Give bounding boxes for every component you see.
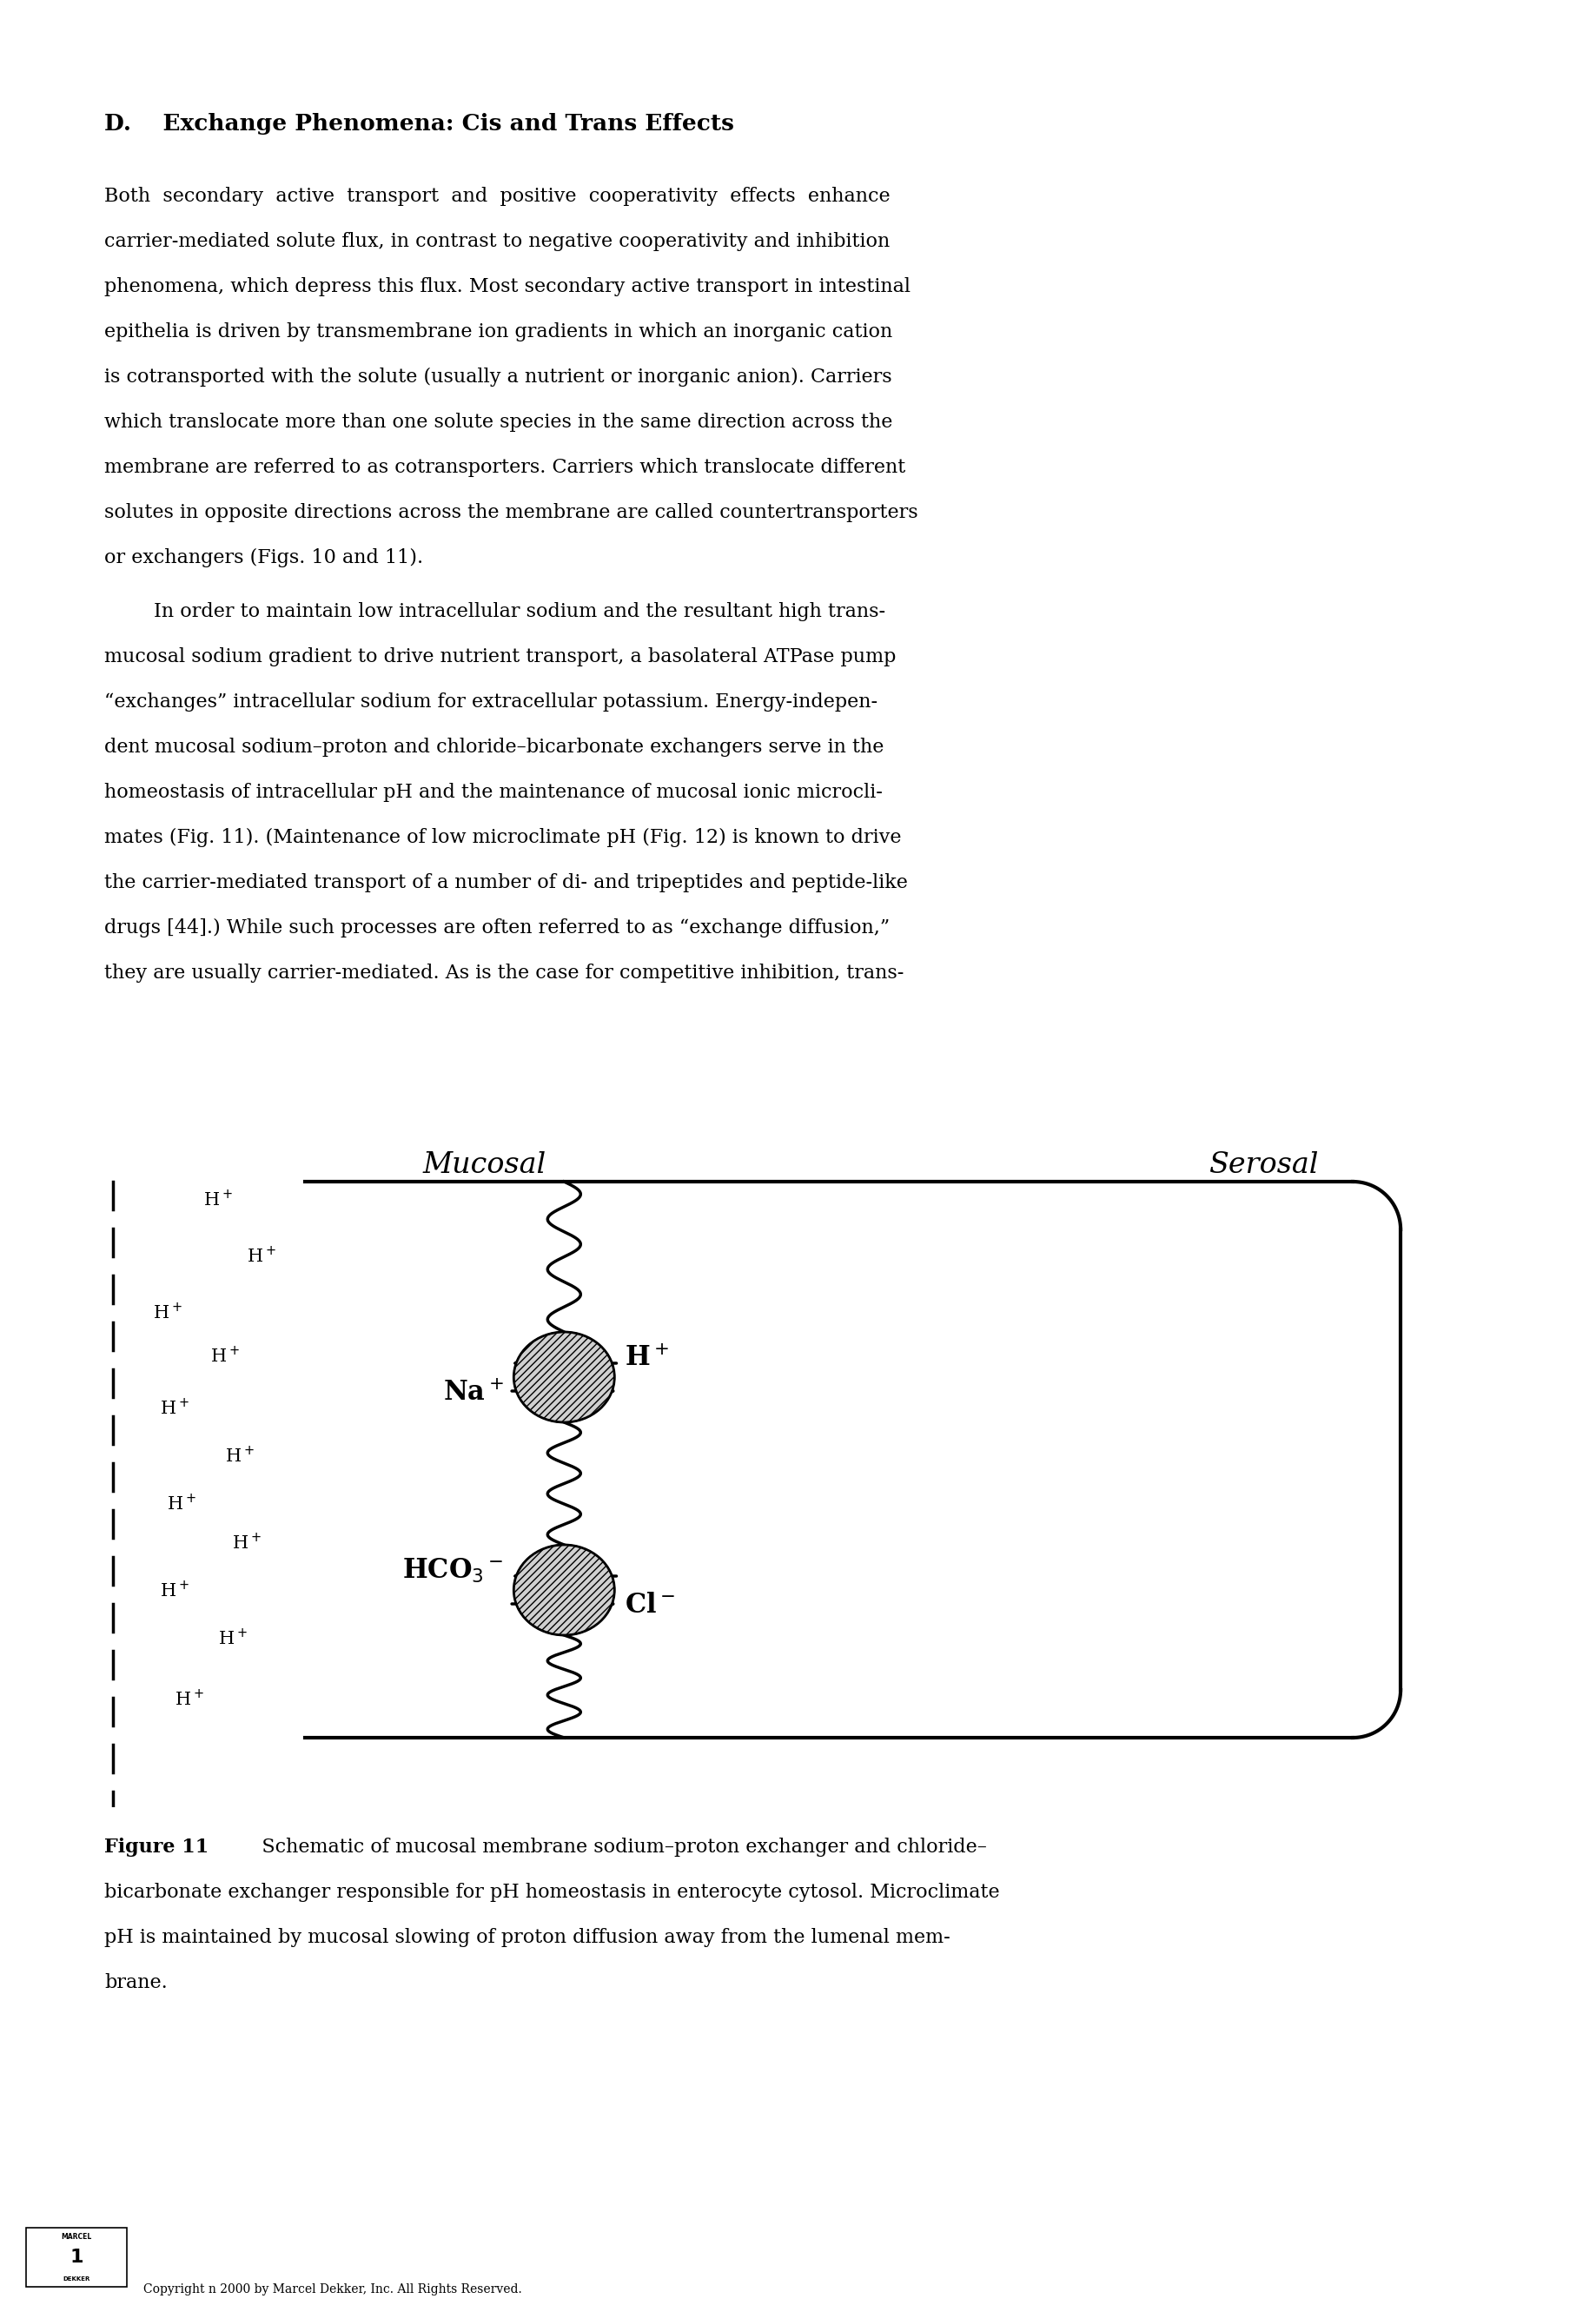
Text: carrier-mediated solute flux, in contrast to negative cooperativity and inhibiti: carrier-mediated solute flux, in contras… bbox=[104, 231, 891, 252]
Text: or exchangers (Figs. 10 and 11).: or exchangers (Figs. 10 and 11). bbox=[104, 548, 423, 566]
Text: Cl$^-$: Cl$^-$ bbox=[626, 1593, 675, 1618]
Text: mucosal sodium gradient to drive nutrient transport, a basolateral ATPase pump: mucosal sodium gradient to drive nutrien… bbox=[104, 647, 895, 666]
Ellipse shape bbox=[514, 1544, 614, 1635]
Text: pH is maintained by mucosal slowing of proton diffusion away from the lumenal me: pH is maintained by mucosal slowing of p… bbox=[104, 1928, 950, 1947]
Text: phenomena, which depress this flux. Most secondary active transport in intestina: phenomena, which depress this flux. Most… bbox=[104, 277, 910, 296]
Text: In order to maintain low intracellular sodium and the resultant high trans-: In order to maintain low intracellular s… bbox=[104, 601, 886, 622]
Text: MARCEL: MARCEL bbox=[61, 2233, 91, 2240]
Text: DEKKER: DEKKER bbox=[62, 2277, 89, 2282]
Text: H$^+$: H$^+$ bbox=[153, 1302, 182, 1322]
Text: which translocate more than one solute species in the same direction across the: which translocate more than one solute s… bbox=[104, 414, 892, 432]
Text: Both  secondary  active  transport  and  positive  cooperativity  effects  enhan: Both secondary active transport and posi… bbox=[104, 187, 891, 206]
Text: Figure 11: Figure 11 bbox=[104, 1838, 209, 1857]
Text: bicarbonate exchanger responsible for pH homeostasis in enterocyte cytosol. Micr: bicarbonate exchanger responsible for pH… bbox=[104, 1882, 999, 1903]
Text: H$^+$: H$^+$ bbox=[225, 1445, 254, 1466]
Text: H$^+$: H$^+$ bbox=[211, 1346, 239, 1366]
Text: H$^+$: H$^+$ bbox=[160, 1396, 190, 1417]
Ellipse shape bbox=[514, 1332, 614, 1422]
Text: 1: 1 bbox=[70, 2250, 83, 2266]
Text: H$^+$: H$^+$ bbox=[203, 1188, 233, 1209]
Text: H$^+$: H$^+$ bbox=[160, 1579, 190, 1600]
Text: Na$^+$: Na$^+$ bbox=[442, 1380, 503, 1406]
Text: the carrier-mediated transport of a number of di- and tripeptides and peptide-li: the carrier-mediated transport of a numb… bbox=[104, 874, 908, 892]
Text: dent mucosal sodium–proton and chloride–bicarbonate exchangers serve in the: dent mucosal sodium–proton and chloride–… bbox=[104, 738, 884, 756]
Text: epithelia is driven by transmembrane ion gradients in which an inorganic cation: epithelia is driven by transmembrane ion… bbox=[104, 321, 892, 342]
Text: is cotransported with the solute (usually a nutrient or inorganic anion). Carrie: is cotransported with the solute (usuall… bbox=[104, 368, 892, 386]
Text: HCO$_3$$^-$: HCO$_3$$^-$ bbox=[402, 1556, 503, 1584]
Text: H$^+$: H$^+$ bbox=[168, 1494, 196, 1514]
Text: mates (Fig. 11). (Maintenance of low microclimate pH (Fig. 12) is known to drive: mates (Fig. 11). (Maintenance of low mic… bbox=[104, 828, 902, 846]
Text: Serosal: Serosal bbox=[1208, 1151, 1318, 1179]
Text: homeostasis of intracellular pH and the maintenance of mucosal ionic microcli-: homeostasis of intracellular pH and the … bbox=[104, 784, 883, 802]
Text: H$^+$: H$^+$ bbox=[231, 1533, 262, 1551]
Text: H$^+$: H$^+$ bbox=[626, 1346, 669, 1371]
Text: H$^+$: H$^+$ bbox=[174, 1688, 204, 1709]
Text: brane.: brane. bbox=[104, 1972, 168, 1993]
Text: Mucosal: Mucosal bbox=[423, 1151, 546, 1179]
Text: Schematic of mucosal membrane sodium–proton exchanger and chloride–: Schematic of mucosal membrane sodium–pro… bbox=[243, 1838, 986, 1857]
Text: H$^+$: H$^+$ bbox=[217, 1628, 247, 1648]
Text: D.    Exchange Phenomena: Cis and Trans Effects: D. Exchange Phenomena: Cis and Trans Eff… bbox=[104, 113, 734, 134]
Text: drugs [44].) While such processes are often referred to as “exchange diffusion,”: drugs [44].) While such processes are of… bbox=[104, 918, 889, 939]
Text: “exchanges” intracellular sodium for extracellular potassium. Energy-indepen-: “exchanges” intracellular sodium for ext… bbox=[104, 694, 878, 712]
Text: solutes in opposite directions across the membrane are called countertransporter: solutes in opposite directions across th… bbox=[104, 504, 918, 523]
Text: they are usually carrier-mediated. As is the case for competitive inhibition, tr: they are usually carrier-mediated. As is… bbox=[104, 964, 903, 983]
Text: Copyright n 2000 by Marcel Dekker, Inc. All Rights Reserved.: Copyright n 2000 by Marcel Dekker, Inc. … bbox=[144, 2284, 522, 2296]
Text: H$^+$: H$^+$ bbox=[246, 1246, 276, 1265]
Text: membrane are referred to as cotransporters. Carriers which translocate different: membrane are referred to as cotransporte… bbox=[104, 458, 905, 476]
